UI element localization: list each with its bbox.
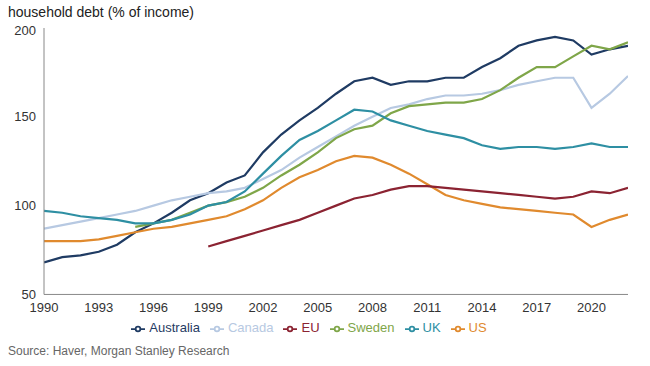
svg-text:2005: 2005 (303, 300, 332, 315)
svg-text:2002: 2002 (249, 300, 278, 315)
svg-text:200: 200 (14, 23, 36, 38)
html-text:UK: UK (422, 320, 441, 336)
svg-text:1993: 1993 (84, 300, 113, 315)
html-text:EU: EU (301, 320, 320, 336)
html-text:household debt (% of income): household debt (% of income) (8, 4, 194, 20)
html-text:Source: Haver, Morgan Stanley: Source: Haver, Morgan Stanley Research (8, 344, 230, 358)
svg-text:50: 50 (22, 287, 36, 302)
svg-text:2008: 2008 (358, 300, 387, 315)
svg-text:2017: 2017 (522, 300, 551, 315)
html-text:Australia: Australia (149, 320, 200, 336)
svg-text:2011: 2011 (413, 300, 441, 315)
svg-text:2020: 2020 (577, 300, 606, 315)
svg-text:1990: 1990 (29, 299, 59, 315)
svg-text:2014: 2014 (468, 300, 497, 315)
svg-text:1996: 1996 (139, 300, 168, 315)
svg-text:150: 150 (14, 109, 36, 124)
html-text:Sweden: Sweden (347, 320, 395, 336)
html-text:Canada: Canada (227, 320, 274, 336)
svg-text:1999: 1999 (194, 300, 223, 315)
svg-text:100: 100 (14, 198, 36, 213)
html-text:US: US (468, 320, 487, 336)
